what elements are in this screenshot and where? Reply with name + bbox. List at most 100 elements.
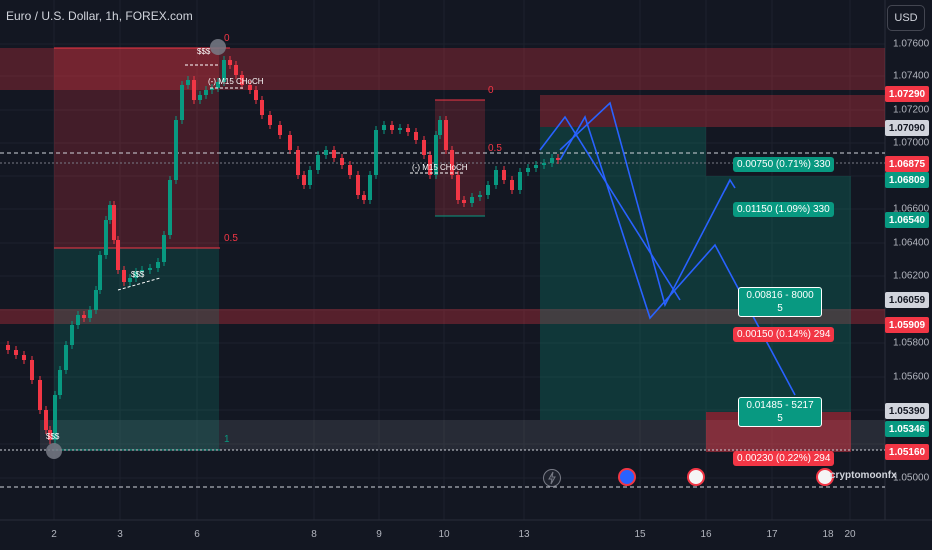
liquidity-label: $$$ xyxy=(131,270,145,279)
date-tick: 8 xyxy=(311,529,317,540)
price-tag: 1.06875 xyxy=(885,156,929,172)
candle-body xyxy=(486,185,490,195)
candle-body xyxy=(356,175,360,195)
candle-body xyxy=(550,158,554,163)
candle-body xyxy=(526,168,530,172)
us-flag-icon[interactable] xyxy=(687,468,705,486)
date-tick: 15 xyxy=(634,529,646,540)
candle-body xyxy=(470,197,474,203)
candle-body xyxy=(502,170,506,180)
fib-zone-red xyxy=(54,48,219,248)
candle-body xyxy=(104,220,108,255)
date-tick: 6 xyxy=(194,529,200,540)
price-tick: 1.05600 xyxy=(893,371,930,383)
projection-arrowhead xyxy=(724,178,736,191)
candle-body xyxy=(288,135,292,150)
date-tick: 2 xyxy=(51,529,57,540)
candle-body xyxy=(390,125,394,130)
candle-body xyxy=(268,115,272,125)
candle-body xyxy=(494,170,498,185)
candle-body xyxy=(406,128,410,132)
price-tag: 1.07090 xyxy=(885,120,929,136)
candle-body xyxy=(198,95,202,100)
candle-body xyxy=(162,235,166,262)
candle-body xyxy=(122,270,126,282)
projection-path xyxy=(559,101,731,308)
candle-body xyxy=(248,85,252,90)
candle-body xyxy=(510,180,514,190)
price-tag: 1.05160 xyxy=(885,444,929,460)
candle-body xyxy=(462,200,466,203)
candle-body xyxy=(116,240,120,270)
fib-label: 0.5 xyxy=(224,233,238,244)
price-tick: 1.07600 xyxy=(893,38,930,50)
candle-body xyxy=(98,255,102,290)
candle-body xyxy=(94,290,98,310)
price-tick: 1.06400 xyxy=(893,237,930,249)
position-label[interactable]: 0.00150 (0.14%) 294 xyxy=(733,327,835,342)
date-tick: 10 xyxy=(438,529,450,540)
candle-body xyxy=(534,165,538,168)
candle-body xyxy=(254,90,258,100)
candle-body xyxy=(140,270,144,272)
supply-zone xyxy=(540,95,885,127)
candle-body xyxy=(14,350,18,355)
candle-body xyxy=(82,315,86,318)
candle-body xyxy=(518,172,522,190)
candle-body xyxy=(422,140,426,155)
date-tick: 17 xyxy=(766,529,778,540)
candle-body xyxy=(398,128,402,130)
swing-marker xyxy=(46,443,62,459)
position-label[interactable]: 0.00750 (0.71%) 330 xyxy=(733,157,835,172)
price-tag: 1.06540 xyxy=(885,212,929,228)
candle-body xyxy=(53,395,57,440)
price-tick: 1.05000 xyxy=(893,472,930,484)
candle-body xyxy=(88,310,92,318)
candle-body xyxy=(428,155,432,175)
candle-body xyxy=(210,88,214,90)
date-tick: 16 xyxy=(700,529,712,540)
fib-label: 1 xyxy=(224,434,230,445)
position-label[interactable]: 0.01485 - 5217 5 xyxy=(738,397,822,427)
us-flag-icon[interactable] xyxy=(816,468,834,486)
price-tick: 1.07400 xyxy=(893,70,930,82)
price-tag: 1.07290 xyxy=(885,86,929,102)
price-tag: 1.06059 xyxy=(885,292,929,308)
candle-body xyxy=(134,272,138,278)
lightning-icon[interactable] xyxy=(543,469,561,487)
candle-body xyxy=(44,410,48,430)
candle-body xyxy=(156,262,160,268)
candle-body xyxy=(128,278,132,282)
date-tick: 20 xyxy=(844,529,856,540)
candle-body xyxy=(340,158,344,165)
candle-body xyxy=(302,175,306,185)
candle-body xyxy=(260,100,264,115)
candle-body xyxy=(324,150,328,155)
candle-body xyxy=(348,165,352,175)
candle-body xyxy=(204,90,208,95)
price-tick: 1.07000 xyxy=(893,137,930,149)
position-label[interactable]: 0.00816 - 8000 5 xyxy=(738,287,822,317)
long-position xyxy=(540,127,706,420)
eu-flag-icon[interactable] xyxy=(618,468,636,486)
price-tag: 1.05909 xyxy=(885,317,929,333)
date-tick: 13 xyxy=(518,529,530,540)
candle-body xyxy=(148,268,152,270)
candle-body xyxy=(76,315,80,325)
swing-marker xyxy=(210,39,226,55)
price-tag: 1.05346 xyxy=(885,421,929,437)
candle-body xyxy=(70,325,74,345)
candle-body xyxy=(38,380,42,410)
price-tick: 1.05800 xyxy=(893,337,930,349)
candle-body xyxy=(332,150,336,158)
candle-body xyxy=(216,82,220,88)
candle-body xyxy=(22,355,26,360)
position-label[interactable]: 0.01150 (1.09%) 330 xyxy=(733,202,834,217)
position-label[interactable]: 0.00230 (0.22%) 294 xyxy=(733,451,835,466)
candle-body xyxy=(362,195,366,200)
candle-body xyxy=(478,195,482,197)
price-tick: 1.07200 xyxy=(893,104,930,116)
candle-body xyxy=(168,180,172,235)
currency-button[interactable]: USD xyxy=(887,5,925,31)
candle-body xyxy=(456,175,460,200)
